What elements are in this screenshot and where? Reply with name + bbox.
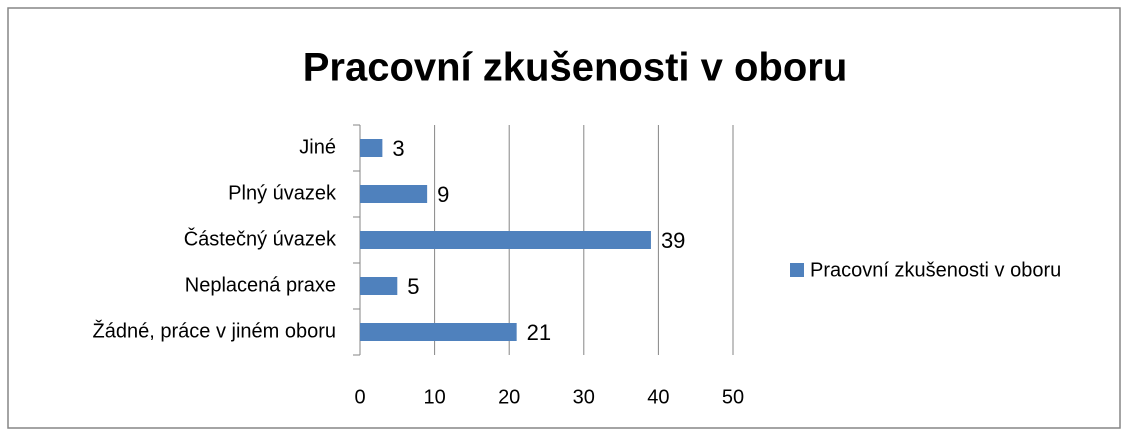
chart-title: Pracovní zkušenosti v oboru xyxy=(303,46,848,90)
x-tick-label: 0 xyxy=(354,386,365,408)
x-tick-label: 30 xyxy=(573,386,595,408)
x-tick-label: 20 xyxy=(498,386,520,408)
data-label: 39 xyxy=(661,228,685,253)
data-label: 3 xyxy=(392,136,404,161)
data-label: 5 xyxy=(407,274,419,299)
y-tick-label: Jiné xyxy=(299,136,336,158)
y-tick-label: Neplacená praxe xyxy=(185,274,336,296)
y-tick-label: Částečný úvazek xyxy=(184,227,337,250)
chart-border xyxy=(7,7,1121,429)
bar xyxy=(360,277,398,295)
y-tick-label: Žádné, práce v jiném oboru xyxy=(93,319,336,342)
data-label: 9 xyxy=(437,182,449,207)
x-tick-label: 50 xyxy=(722,386,744,408)
bar xyxy=(360,323,517,341)
x-tick-label: 10 xyxy=(423,386,445,408)
bar xyxy=(360,185,428,203)
legend-label: Pracovní zkušenosti v oboru xyxy=(810,259,1061,281)
bar xyxy=(360,231,651,249)
x-tick-label: 40 xyxy=(647,386,669,408)
legend-swatch xyxy=(790,263,804,277)
y-tick-label: Plný úvazek xyxy=(228,182,337,204)
bar xyxy=(360,139,383,157)
data-label: 21 xyxy=(527,320,551,345)
